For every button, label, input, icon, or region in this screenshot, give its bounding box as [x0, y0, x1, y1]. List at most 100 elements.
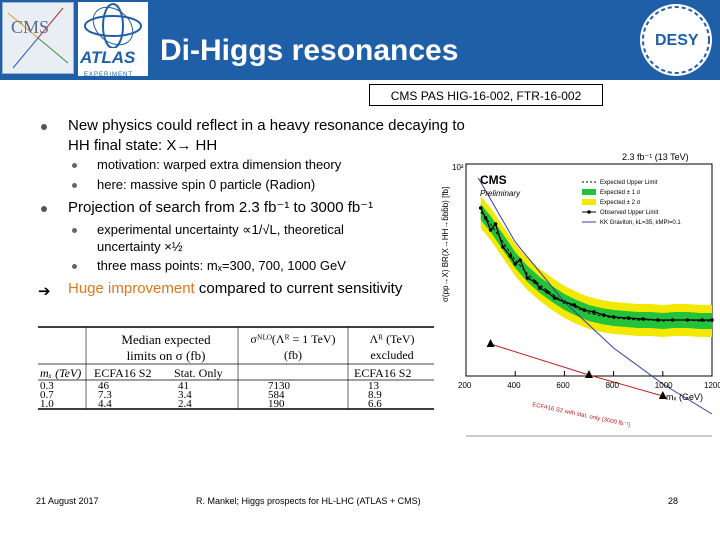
atlas-logo-text: ATLAS: [80, 48, 136, 67]
legend-swatch-dot: [587, 210, 591, 214]
observed-point: [685, 318, 690, 322]
bullet-dot: [41, 206, 47, 212]
sub-bullet-dot: [72, 163, 77, 168]
table-cell: 7130: [268, 380, 290, 392]
legend-entry: Observed Upper Limit: [600, 210, 659, 216]
cms-label: CMS: [480, 173, 507, 187]
table-header-1a: Median expected: [121, 332, 211, 347]
observed-point: [488, 228, 493, 232]
chart-title: 2.3 fb⁻¹ (13 TeV): [622, 152, 689, 162]
results-table: Median expected limits on σ (fb) σᴺᴸᴼ(Λᴿ…: [38, 326, 434, 410]
band-1-sigma: [480, 204, 712, 329]
conclusion-rest: compared to current sensitivity: [194, 280, 403, 297]
observed-point: [513, 262, 517, 266]
legend-entry: KK Graviton, kL=35, kMPl=0.1: [600, 220, 681, 226]
bullet-dot: [41, 124, 47, 130]
bullet-1-line-2: HH final state: X→ HH: [68, 137, 218, 154]
preliminary-label: Preliminary: [480, 189, 521, 198]
conclusion-line: Huge improvement compared to current sen…: [68, 279, 402, 299]
atlas-logo: ATLAS EXPERIMENT: [78, 2, 148, 78]
ecfa-point: [486, 339, 495, 347]
atlas-logo-subtext: EXPERIMENT: [84, 72, 134, 78]
sub-bullet-dot: [72, 228, 77, 233]
x-tick-label: 200: [458, 381, 472, 390]
table-cell-mass: 0.3: [40, 380, 54, 392]
footer-page: 28: [668, 496, 679, 506]
page-title: Di-Higgs resonances: [160, 34, 459, 67]
x-tick-label: 400: [507, 381, 521, 390]
observed-point: [518, 258, 522, 262]
legend-entry: Expected ± 1 σ: [600, 190, 641, 196]
table-cell: 584: [268, 389, 285, 401]
observed-limit-line: [480, 207, 712, 321]
table-cell: 7.3: [98, 389, 112, 401]
observed-point: [611, 315, 616, 319]
limit-chart: 200 400 600 800 1000 1200 mₓ (GeV) σ(pp→X) BR(X…: [436, 152, 720, 442]
bullet-2-sub-1-line-1: experimental uncertainty ∝1/√L, theoreti…: [97, 222, 344, 237]
table-cell: 190: [268, 398, 285, 410]
arrow-icon: ➔: [38, 283, 51, 300]
cms-logo: CMS: [2, 2, 74, 74]
sub-bullet-dot: [72, 264, 77, 269]
legend-swatch: [582, 199, 596, 205]
table-subheader-stat: Stat. Only: [174, 366, 223, 380]
observed-point: [641, 317, 645, 321]
observed-point: [670, 318, 675, 322]
table-cell: 2.4: [178, 398, 192, 410]
y-tick-label: 10²: [452, 163, 464, 172]
sub-bullet-dot: [72, 183, 77, 188]
observed-point: [483, 216, 488, 220]
ecfa-point: [585, 370, 593, 378]
cms-logo-text: CMS: [11, 17, 50, 37]
y-axis-label: σ(pp→X) BR(X→HH→b̄bb̄b) [fb]: [441, 187, 450, 302]
table-cell: 13: [368, 380, 379, 392]
table-cell: 3.4: [178, 389, 192, 401]
table-subheader-ecfa-2: ECFA16 S2: [354, 366, 412, 380]
observed-point: [545, 290, 549, 294]
conclusion-highlight: Huge improvement: [68, 280, 195, 297]
table-header-3a: Λᴿ (TeV): [369, 332, 415, 346]
footer-date: 21 August 2017: [36, 496, 99, 506]
legend-swatch: [582, 189, 596, 195]
legend-entry: Expected ± 2 σ: [600, 200, 641, 206]
bullet-1-sub-1: motivation: warped extra dimension theor…: [97, 157, 342, 172]
ecfa-point: [658, 391, 667, 399]
observed-point: [501, 245, 505, 249]
bullet-1-sub-2: here: massive spin 0 particle (Radion): [97, 177, 316, 192]
ecfa-annotation: ECFA16 S2 with stat. only (3000 fb⁻¹): [532, 402, 631, 429]
kk-graviton-line: [477, 177, 713, 415]
table-cell: 41: [178, 380, 189, 392]
observed-point: [700, 318, 704, 322]
observed-point: [572, 303, 577, 307]
legend-entry: Expected Upper Limit: [600, 180, 658, 186]
table-cell: 4.4: [98, 398, 112, 410]
observed-point: [508, 254, 513, 258]
x-tick-label: 1200: [704, 381, 720, 390]
table-header-1b: limits on σ (fb): [126, 348, 206, 363]
table-cell: 8.9: [368, 389, 382, 401]
x-tick-label: 800: [606, 381, 620, 390]
bullet-2-sub-2: three mass points: mₓ=300, 700, 1000 GeV: [97, 258, 346, 273]
bullet-2: Projection of search from 2.3 fb⁻¹ to 30…: [68, 199, 374, 216]
table-header-2b: (fb): [284, 348, 302, 362]
table-cell: 46: [98, 380, 109, 392]
observed-point: [533, 280, 537, 284]
cms-logo-graphic: [7, 7, 69, 69]
table-cell-mass: 1.0: [40, 398, 54, 410]
observed-point: [601, 313, 606, 317]
observed-point: [656, 318, 660, 322]
atlas-logo-graphic: [84, 3, 142, 48]
desy-logo-graphic: [642, 6, 710, 74]
desy-logo: DESY: [640, 4, 712, 76]
observed-point: [552, 296, 557, 300]
observed-point: [710, 318, 714, 322]
observed-point: [478, 206, 483, 210]
reference-box: CMS PAS HIG-16-002, FTR-16-002: [369, 84, 603, 106]
x-tick-label: 1000: [655, 381, 673, 390]
table-subheader-ecfa: ECFA16 S2: [94, 366, 152, 380]
table-cell: 6.6: [368, 398, 382, 410]
observed-point: [582, 308, 586, 312]
desy-logo-text: DESY: [655, 32, 699, 49]
table-rules: [38, 326, 434, 410]
